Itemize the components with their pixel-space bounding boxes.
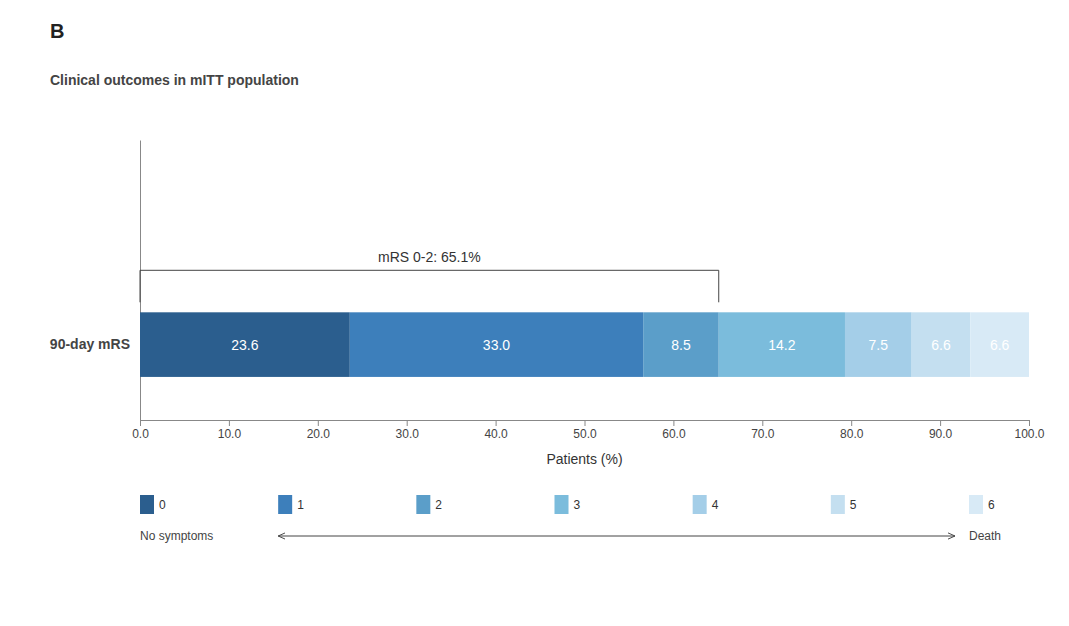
- legend-label: 5: [850, 498, 857, 512]
- y-axis: 90-day mRS: [50, 141, 141, 421]
- legend-item: 0: [140, 495, 166, 514]
- legend-item: 1: [278, 495, 304, 514]
- bar-segment: [140, 312, 350, 377]
- x-tick-label: 90.0: [929, 427, 953, 441]
- legend-item: 2: [416, 495, 442, 514]
- legend-range-label: Death: [969, 529, 1001, 543]
- legend-swatch: [278, 495, 292, 514]
- data-labels: 23.6 33.0 8.5 14.2 7.5 6.6 6.6: [231, 337, 1009, 353]
- x-tick: 10.0: [218, 420, 242, 441]
- x-tick: 60.0: [662, 420, 686, 441]
- x-tick-label: 40.0: [484, 427, 508, 441]
- x-tick-label: 20.0: [307, 427, 331, 441]
- x-tick-label: 100.0: [1014, 427, 1044, 441]
- legend-swatch: [693, 495, 707, 514]
- x-tick-mark: [673, 420, 674, 426]
- legend-arrow: [278, 536, 955, 537]
- data-label: 6.6: [990, 337, 1010, 353]
- x-axis-line: [141, 421, 1030, 427]
- x-tick: 90.0: [929, 420, 953, 441]
- x-tick: 30.0: [396, 420, 420, 441]
- x-tick-label: 60.0: [662, 427, 686, 441]
- x-tick-mark: [940, 420, 941, 426]
- x-tick-label: 50.0: [573, 427, 597, 441]
- bar-segment: [643, 312, 719, 377]
- legend-swatch: [416, 495, 430, 514]
- x-tick-mark: [407, 420, 408, 426]
- bar-segment: [912, 312, 971, 377]
- legend-label: 4: [712, 498, 719, 512]
- x-tick: 0.0: [132, 420, 149, 441]
- title: B: [50, 20, 64, 42]
- legend-swatch: [969, 495, 983, 514]
- x-tick-label: 0.0: [132, 427, 149, 441]
- bracket-right: [718, 270, 719, 302]
- x-tick-label: 10.0: [218, 427, 242, 441]
- subtitle: Clinical outcomes in mITT population: [50, 72, 299, 88]
- legend-item: 6: [969, 495, 995, 514]
- legend-range-label: No symptoms: [140, 529, 213, 543]
- legend-label: 1: [297, 498, 304, 512]
- data-label: 6.6: [931, 337, 951, 353]
- data-label: 8.5: [671, 337, 691, 353]
- annotation: mRS 0-2: 65.1%: [140, 249, 719, 302]
- bracket-left: [140, 270, 141, 302]
- x-axis: 0.0 10.0 20.0 30.0 40.0 50.0 60.0 70.0 80.0 90.0 1…: [132, 420, 1045, 441]
- y-tick: 90-day mRS: [50, 336, 130, 352]
- legend-item: 4: [693, 495, 719, 514]
- x-tick-mark: [851, 420, 852, 426]
- x-tick-mark: [496, 420, 497, 426]
- x-tick: 80.0: [840, 420, 864, 441]
- x-tick-label: 70.0: [751, 427, 775, 441]
- bar-segment: [350, 312, 643, 377]
- y-tick-label: 90-day mRS: [50, 336, 130, 352]
- y-axis-line: [140, 141, 141, 421]
- x-tick: 20.0: [307, 420, 331, 441]
- bar-segment: [845, 312, 912, 377]
- data-label: 14.2: [768, 337, 795, 353]
- x-tick-mark: [318, 420, 319, 426]
- legend-label: 6: [988, 498, 995, 512]
- x-axis-title: Patients (%): [546, 451, 622, 467]
- x-tick: 50.0: [573, 420, 597, 441]
- legend: 0 1 2 3 4 5 6 No symptoms Death: [140, 495, 1001, 543]
- x-tick-label: 80.0: [840, 427, 864, 441]
- bar-segment: [719, 312, 845, 377]
- legend-item: 3: [555, 495, 581, 514]
- legend-swatch: [831, 495, 845, 514]
- x-tick-mark: [585, 420, 586, 426]
- x-tick-mark: [762, 420, 763, 426]
- data-label: 7.5: [869, 337, 889, 353]
- legend-label: 2: [435, 498, 442, 512]
- chart: B Clinical outcomes in mITT population 0.0…: [0, 0, 1069, 626]
- x-tick: 40.0: [484, 420, 508, 441]
- x-tick: 100.0: [1014, 420, 1044, 441]
- x-tick-mark: [1029, 420, 1030, 426]
- legend-label: 0: [159, 498, 166, 512]
- data-label: 23.6: [231, 337, 258, 353]
- x-tick-label: 30.0: [396, 427, 420, 441]
- legend-swatch: [555, 495, 569, 514]
- bracket-top: [140, 270, 719, 271]
- annotation-text: mRS 0-2: 65.1%: [378, 249, 481, 265]
- bars: [140, 312, 1029, 377]
- data-label: 33.0: [483, 337, 510, 353]
- x-tick-mark: [229, 420, 230, 426]
- x-tick-mark: [140, 420, 141, 426]
- legend-swatch: [140, 495, 154, 514]
- legend-label: 3: [574, 498, 581, 512]
- bar-segment: [970, 312, 1029, 377]
- x-tick: 70.0: [751, 420, 775, 441]
- legend-item: 5: [831, 495, 857, 514]
